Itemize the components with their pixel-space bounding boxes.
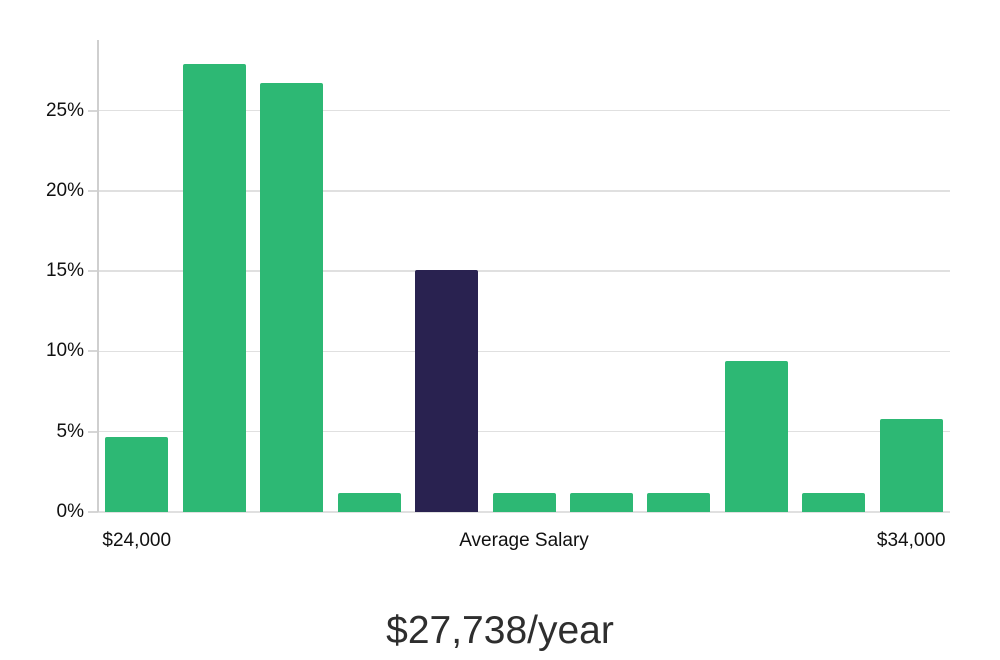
gridline-25pct	[98, 109, 950, 112]
y-axis-tick	[88, 270, 98, 273]
bar-salary-bin	[802, 492, 866, 512]
gridline-10pct	[98, 350, 950, 353]
y-axis-tick	[88, 189, 98, 192]
y-tick-label: 25%	[45, 99, 84, 121]
bar-salary-bin	[337, 492, 401, 512]
bar-salary-bin	[724, 361, 788, 512]
y-tick-label: 5%	[56, 420, 84, 442]
bar-salary-bin	[879, 418, 943, 512]
y-axis-tick	[88, 109, 98, 112]
y-axis-line	[97, 40, 99, 512]
x-tick-label: Average Salary	[459, 530, 589, 551]
x-tick-label: $24,000	[102, 530, 172, 551]
y-tick-label: 15%	[45, 260, 84, 282]
gridline-0pct	[98, 511, 950, 513]
y-tick-label: 10%	[45, 340, 84, 362]
gridline-5pct	[98, 430, 950, 433]
average-salary-title: $27,738/year	[386, 609, 614, 652]
y-axis-tick	[88, 511, 98, 513]
y-tick-label: 20%	[45, 179, 84, 201]
y-tick-label: 0%	[56, 501, 84, 522]
x-tick-label: $34,000	[876, 530, 946, 551]
bar-average-salary	[415, 269, 479, 512]
bar-salary-bin	[569, 492, 633, 512]
bar-salary-bin	[105, 436, 169, 512]
gridline-15pct	[98, 270, 950, 272]
bar-salary-bin	[260, 83, 324, 512]
y-axis-tick	[88, 430, 98, 433]
gridline-20pct	[98, 190, 950, 192]
bar-salary-bin	[492, 492, 556, 512]
bar-salary-bin	[182, 64, 246, 512]
y-axis-tick	[88, 350, 98, 353]
bar-salary-bin	[647, 492, 711, 512]
